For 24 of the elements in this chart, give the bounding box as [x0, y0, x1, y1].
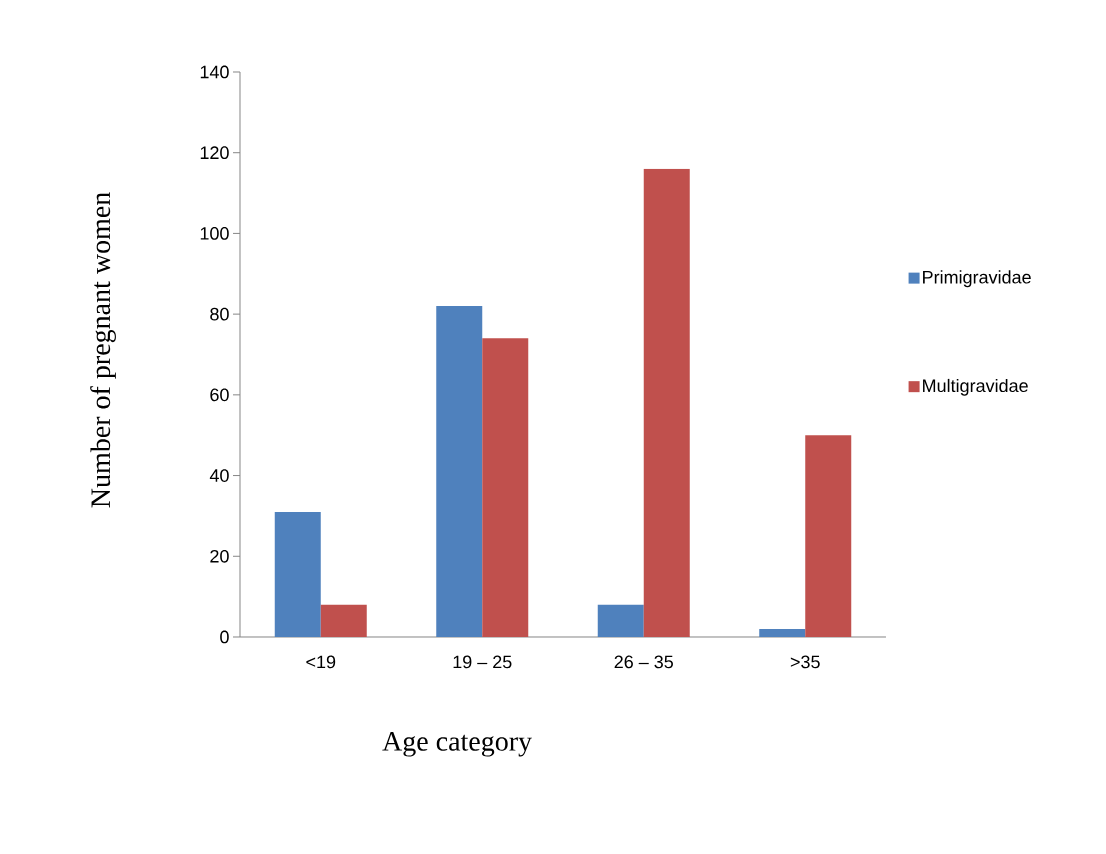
y-axis-title: Number of pregnant women [90, 192, 116, 508]
bar [597, 604, 644, 637]
x-tick-label: 19 – 25 [453, 655, 512, 669]
y-tick-label: 100 [200, 227, 229, 240]
bar [759, 628, 806, 637]
y-tick-label: 0 [220, 630, 229, 644]
y-tick-label: 140 [200, 65, 229, 79]
x-axis-title: Age category [382, 732, 532, 757]
bar [320, 604, 367, 637]
y-tick-label: 20 [210, 549, 229, 563]
bar [482, 338, 529, 637]
y-tick-label: 120 [200, 146, 229, 160]
x-tick-label: >35 [790, 655, 820, 669]
bar [274, 511, 321, 637]
x-tick-label: <19 [306, 655, 336, 669]
bar [805, 435, 852, 637]
bar [643, 168, 690, 637]
y-tick-label: 40 [209, 469, 229, 482]
bar [436, 306, 483, 637]
y-tick-label: 60 [210, 388, 229, 402]
y-tick-label: 80 [210, 307, 229, 321]
legend-label: Primigravidae [923, 270, 1031, 288]
legend-label: Multigravidae [923, 378, 1028, 396]
x-tick-label: 26 – 35 [614, 655, 673, 669]
